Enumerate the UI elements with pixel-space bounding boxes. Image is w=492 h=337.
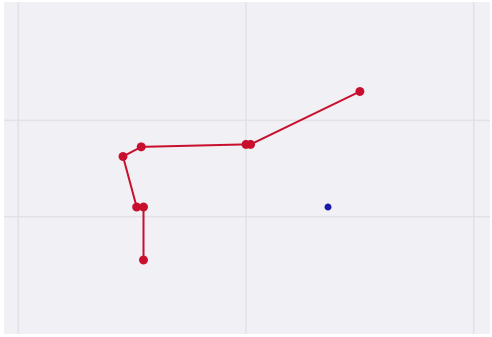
plot-background: [4, 2, 490, 334]
grid-lines: [4, 2, 490, 334]
series-layer: [118, 86, 365, 265]
data-point: [355, 86, 365, 96]
data-point: [241, 139, 251, 149]
data-point: [132, 202, 142, 212]
data-point: [324, 203, 332, 211]
series-1: [118, 86, 365, 265]
series-2: [324, 203, 332, 211]
data-point: [139, 255, 148, 265]
data-point: [139, 202, 148, 212]
data-point: [118, 151, 128, 161]
data-point: [136, 142, 146, 152]
